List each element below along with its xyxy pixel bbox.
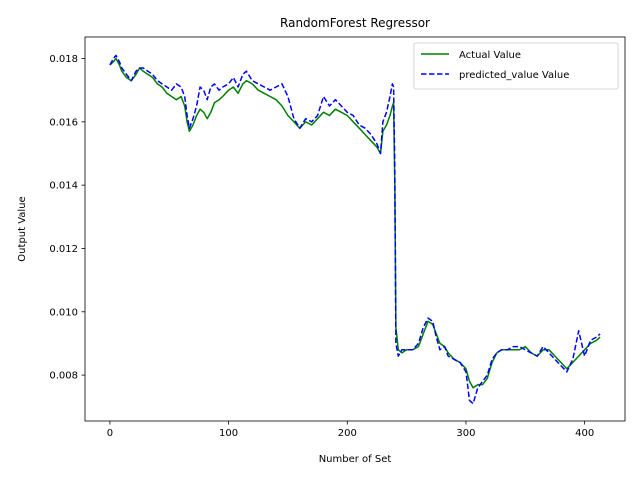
chart-title: RandomForest Regressor	[280, 16, 430, 30]
y-tick-label: 0.018	[49, 54, 78, 65]
legend-label-predicted: predicted_value Value	[459, 70, 569, 81]
x-tick-label: 400	[575, 428, 594, 439]
y-tick-label: 0.010	[49, 307, 78, 318]
x-tick-label: 100	[219, 428, 238, 439]
x-axis-ticks: 0 100 200 300 400	[107, 421, 594, 439]
plot-area	[84, 36, 626, 422]
series-line-predicted	[109, 54, 601, 405]
series-layer	[109, 54, 601, 405]
x-axis-label: Number of Set	[319, 454, 392, 465]
y-tick-label: 0.016	[49, 117, 78, 128]
legend-box	[413, 42, 619, 90]
axes-frame	[84, 36, 626, 422]
legend: Actual Value predicted_value Value	[413, 42, 619, 90]
x-tick-label: 300	[456, 428, 475, 439]
y-axis-ticks: 0.008 0.010 0.012 0.014 0.016 0.018	[49, 54, 85, 382]
x-tick-label: 0	[107, 428, 113, 439]
y-tick-label: 0.012	[49, 244, 78, 255]
x-tick-label: 200	[338, 428, 357, 439]
y-axis-label: Output Value	[17, 196, 28, 261]
legend-label-actual: Actual Value	[459, 50, 521, 61]
y-tick-label: 0.008	[49, 371, 78, 382]
y-tick-label: 0.014	[49, 181, 78, 192]
